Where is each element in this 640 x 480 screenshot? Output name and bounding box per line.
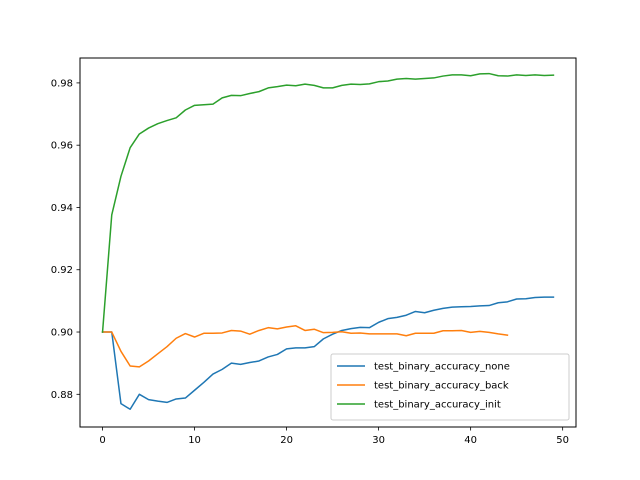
x-tick-label: 10: [188, 435, 201, 446]
series-line-test_binary_accuracy_back: [101, 325, 509, 368]
y-tick-label: 0.90: [51, 328, 73, 339]
x-tick-label: 30: [372, 435, 385, 446]
legend-label: test_binary_accuracy_back: [374, 381, 509, 392]
legend-box: [330, 353, 570, 421]
x-tick-label: 20: [280, 435, 293, 446]
series-line-test_binary_accuracy_init: [101, 72, 555, 333]
y-axis: 0.88 0.90 0.92 0.94 0.96 0.98: [51, 78, 80, 401]
y-tick-label: 0.88: [51, 390, 73, 401]
x-tick-label: 50: [556, 435, 569, 446]
y-tick-label: 0.98: [51, 78, 73, 89]
legend: test_binary_accuracy_none test_binary_acc…: [330, 353, 570, 421]
y-tick-label: 0.96: [51, 141, 73, 152]
x-tick-label: 40: [464, 435, 477, 446]
series-lines: [101, 72, 555, 410]
x-axis: 0 10 20 30 40 50: [99, 427, 569, 446]
y-tick-label: 0.94: [51, 203, 73, 214]
axes-frame: [79, 57, 577, 428]
legend-label: test_binary_accuracy_init: [374, 400, 501, 411]
x-tick-label: 0: [99, 435, 105, 446]
series-line-test_binary_accuracy_none: [101, 296, 555, 410]
y-tick-label: 0.92: [51, 265, 73, 276]
legend-label: test_binary_accuracy_none: [374, 362, 510, 373]
